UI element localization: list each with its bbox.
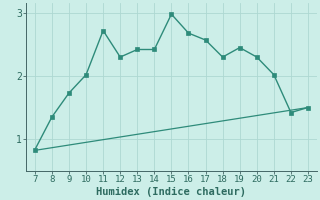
X-axis label: Humidex (Indice chaleur): Humidex (Indice chaleur) [96, 186, 246, 197]
